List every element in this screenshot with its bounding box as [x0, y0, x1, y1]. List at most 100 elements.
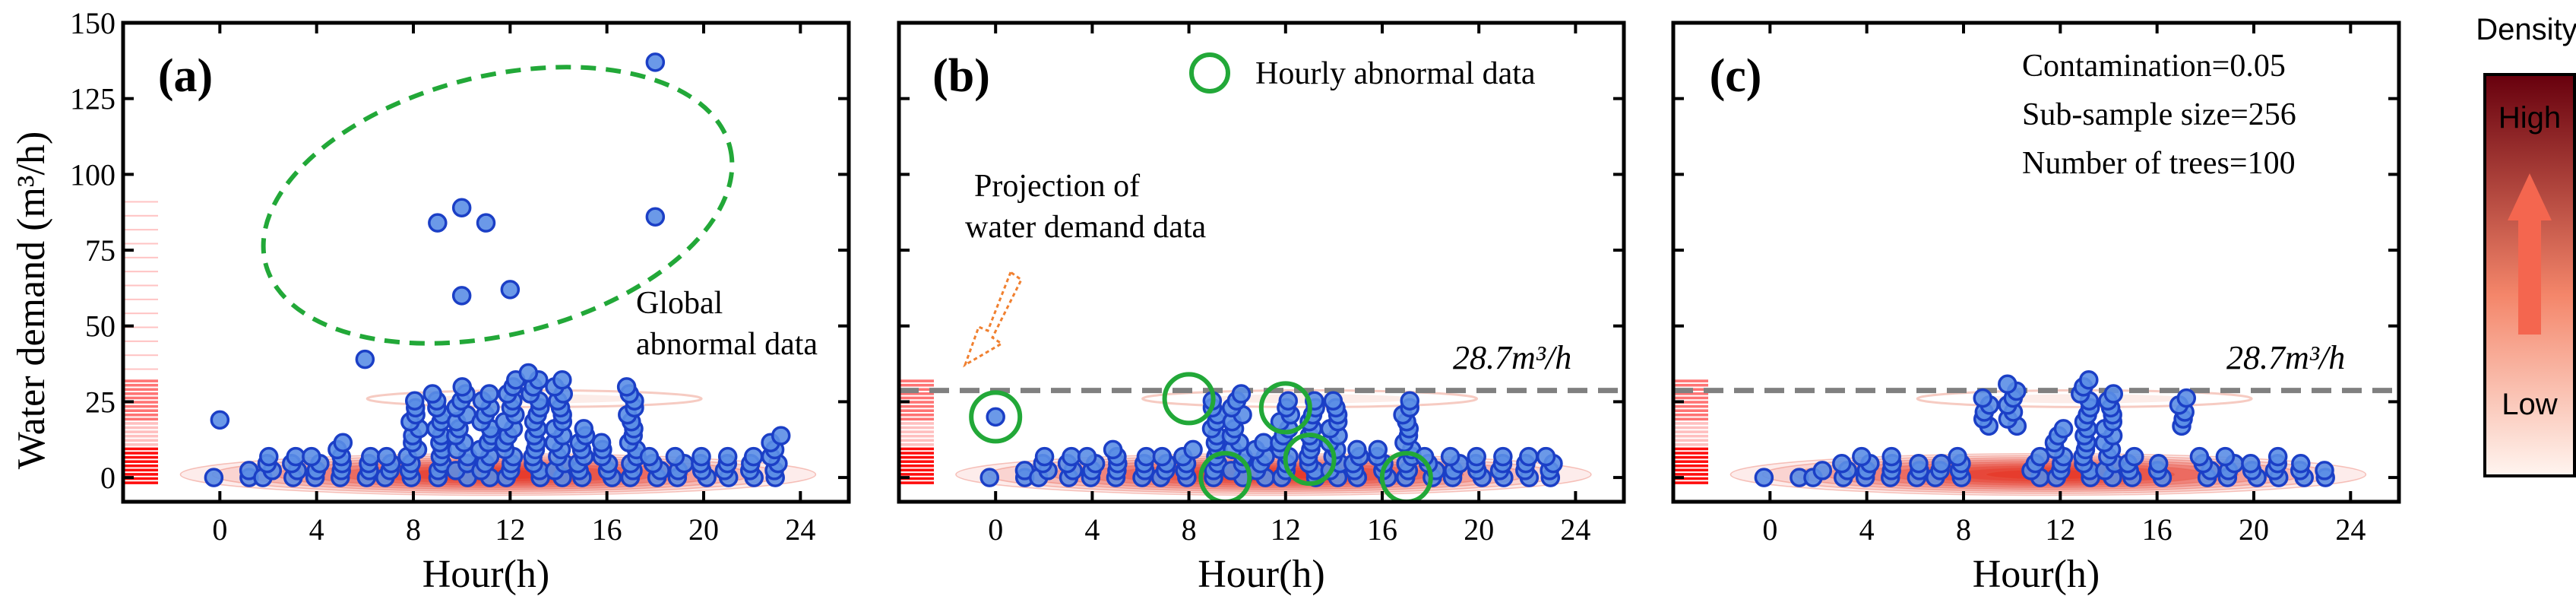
marginal-density-line: [125, 379, 158, 382]
y-tick-label: 100: [70, 157, 116, 192]
data-point: [1519, 446, 1539, 467]
data-point: [1852, 446, 1872, 467]
x-tick-label: 20: [688, 512, 719, 547]
data-point: [743, 446, 764, 467]
x-tick-label: 16: [1367, 512, 1397, 547]
marginal-density-line: [900, 383, 934, 387]
data-point: [1323, 391, 1343, 411]
data-point: [452, 377, 473, 397]
panel-b: 0 4 8 12 16 20 24 Hour(h) (b) Hourly abnormal dat…: [897, 21, 1626, 596]
data-point: [451, 286, 472, 306]
data-point: [1103, 439, 1123, 460]
data-point: [771, 426, 791, 446]
marginal-density-line: [125, 481, 158, 484]
data-point: [645, 207, 666, 227]
plot-area: [125, 52, 817, 496]
marginal-density-line: [1675, 379, 1708, 382]
data-point: [2148, 454, 2169, 474]
x-tick-label: 8: [1956, 512, 1971, 547]
data-point: [2267, 446, 2288, 467]
data-point: [665, 446, 685, 467]
data-point: [1368, 439, 1388, 460]
param-label: Number of trees=100: [2022, 146, 2296, 181]
data-point: [2103, 384, 2124, 404]
marginal-density-line: [125, 417, 158, 421]
marginal-density-line: [125, 413, 158, 417]
marginal-density-line: [1675, 422, 1708, 425]
panel-label: (c): [1710, 50, 1762, 102]
projection-arrow-icon: [963, 270, 1023, 368]
data-point: [1467, 446, 1486, 467]
marginal-density-line: [900, 460, 934, 463]
data-points: [204, 52, 791, 487]
data-point: [476, 213, 496, 233]
projection-label: water demand data: [965, 210, 1207, 245]
data-point: [451, 198, 472, 217]
data-point: [552, 369, 572, 390]
data-point: [2189, 446, 2210, 467]
data-point: [1909, 454, 1929, 474]
marginal-density-line: [125, 201, 158, 203]
data-point: [1347, 439, 1367, 460]
abnormal-marker: [1379, 451, 1433, 502]
marginal-density-line: [125, 229, 158, 231]
x-tick-label: 16: [2142, 512, 2173, 547]
data-point: [1536, 446, 1556, 467]
abnormal-marker: [1162, 372, 1216, 426]
marginal-density-line: [900, 430, 934, 433]
data-point: [1183, 439, 1203, 460]
marginal-density-line: [125, 443, 158, 446]
data-point: [1254, 433, 1274, 452]
y-tick-label: 125: [70, 82, 116, 116]
marginal-density-line: [1675, 434, 1708, 438]
data-point: [1062, 446, 1081, 467]
data-point: [1152, 446, 1172, 467]
colorbar-high-label: High: [2498, 101, 2561, 135]
data-point: [210, 410, 230, 430]
marginal-density-line: [900, 379, 934, 382]
data-point: [2215, 446, 2236, 467]
data-points: [1754, 369, 2335, 487]
y-tick-label: 150: [70, 6, 116, 40]
x-tick-label: 12: [495, 512, 525, 547]
marginal-density-line: [1675, 404, 1708, 408]
abnormal-marker: [1258, 381, 1312, 435]
marginal-density-line: [1675, 439, 1708, 442]
marginal-density-line: [1675, 481, 1708, 484]
data-point: [1077, 446, 1097, 467]
colorbar-title: Density: [2476, 13, 2576, 46]
colorbar-low-label: Low: [2502, 388, 2557, 421]
marginal-density-line: [125, 452, 158, 455]
marginal-density-line: [900, 477, 934, 480]
x-tick-label: 8: [1182, 512, 1197, 547]
data-point: [1493, 446, 1513, 467]
projection-label: Projection of: [974, 169, 1140, 204]
data-point: [616, 377, 637, 397]
data-point: [479, 384, 499, 404]
marginal-density-line: [900, 452, 934, 455]
marginal-density-strip: [1675, 379, 1708, 484]
marginal-density-line: [125, 426, 158, 430]
marginal-density-line: [900, 464, 934, 468]
threshold-label: 28.7m³/h: [1453, 339, 1571, 376]
marginal-density-line: [900, 422, 934, 425]
marginal-density-line: [125, 214, 158, 217]
marginal-density-line: [1675, 401, 1708, 404]
marginal-density-line: [125, 468, 158, 472]
global-abnormal-ellipse: [261, 65, 735, 346]
data-point: [2125, 446, 2144, 467]
data-point: [518, 363, 539, 383]
data-point: [286, 446, 305, 467]
marginal-density-line: [1675, 473, 1708, 476]
data-point: [1440, 446, 1460, 467]
y-tick-label: 0: [100, 461, 116, 495]
y-tick-label: 50: [85, 309, 116, 344]
marginal-density-line: [1675, 460, 1708, 463]
arrow-up-icon: [2508, 173, 2552, 335]
marginal-density-line: [125, 354, 158, 357]
data-point: [259, 446, 279, 467]
marginal-density-line: [125, 368, 158, 370]
global-abnormal-label: abnormal data: [636, 327, 818, 362]
marginal-density-line: [125, 439, 158, 442]
